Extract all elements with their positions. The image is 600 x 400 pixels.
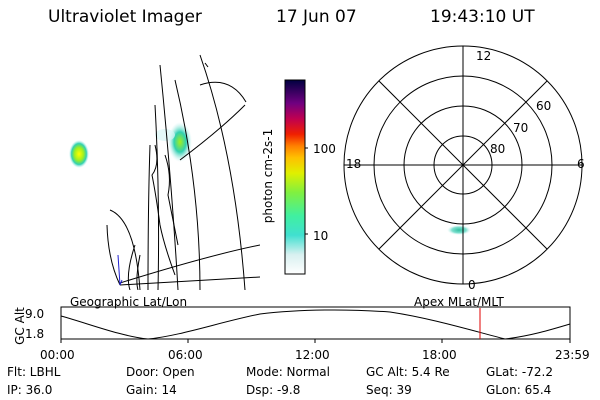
colorbar-tick-10: 10: [313, 229, 329, 243]
filter-info: Flt: LBHL: [7, 365, 61, 379]
colorbar: [284, 79, 308, 275]
mlat-label-70: 70: [513, 121, 529, 135]
colorbar-tick-100: 100: [313, 142, 336, 156]
geographic-panel-label: Geographic Lat/Lon: [70, 295, 188, 309]
colorbar-unit-label: photon cm-2s-1: [261, 128, 275, 224]
time-tick-2359: 23:59: [555, 348, 590, 362]
aurora-spot: [69, 140, 89, 168]
altitude-strip-plot: [60, 306, 571, 343]
glon-info: GLon: 65.4: [486, 383, 552, 397]
gain-info: Gain: 14: [126, 383, 177, 397]
time-label: 19:43:10 UT: [430, 7, 535, 27]
date-label: 17 Jun 07: [276, 7, 357, 27]
aurora-spot: [447, 225, 471, 235]
mode-info: Mode: Normal: [246, 365, 330, 379]
gc-alt-info: GC Alt: 5.4 Re: [366, 365, 450, 379]
aurora-spot: [168, 122, 192, 162]
instrument-title: Ultraviolet Imager: [48, 7, 202, 27]
mlat-label-80: 80: [490, 142, 506, 156]
gc-alt-tick-min: 1.8: [25, 327, 45, 341]
time-tick-0600: 06:00: [168, 348, 203, 362]
door-info: Door: Open: [126, 365, 195, 379]
ip-info: IP: 36.0: [7, 383, 53, 397]
mlt-label-12: 12: [476, 49, 492, 63]
dsp-info: Dsp: -9.8: [246, 383, 301, 397]
time-tick-1200: 12:00: [295, 348, 330, 362]
time-tick-0000: 00:00: [40, 348, 75, 362]
glat-info: GLat: -72.2: [486, 365, 553, 379]
polar-panel-label: Apex MLat/MLT: [414, 295, 504, 309]
mlt-label-0: 0: [468, 278, 476, 292]
polar-plot: [343, 45, 583, 285]
mlat-label-60: 60: [536, 99, 552, 113]
gc-alt-tick-max: 9.0: [25, 307, 45, 321]
time-tick-1800: 18:00: [422, 348, 457, 362]
seq-info: Seq: 39: [366, 383, 412, 397]
mlt-label-6: 6: [577, 157, 585, 171]
geographic-image-panel: [69, 54, 260, 290]
mlt-label-18: 18: [346, 157, 362, 171]
